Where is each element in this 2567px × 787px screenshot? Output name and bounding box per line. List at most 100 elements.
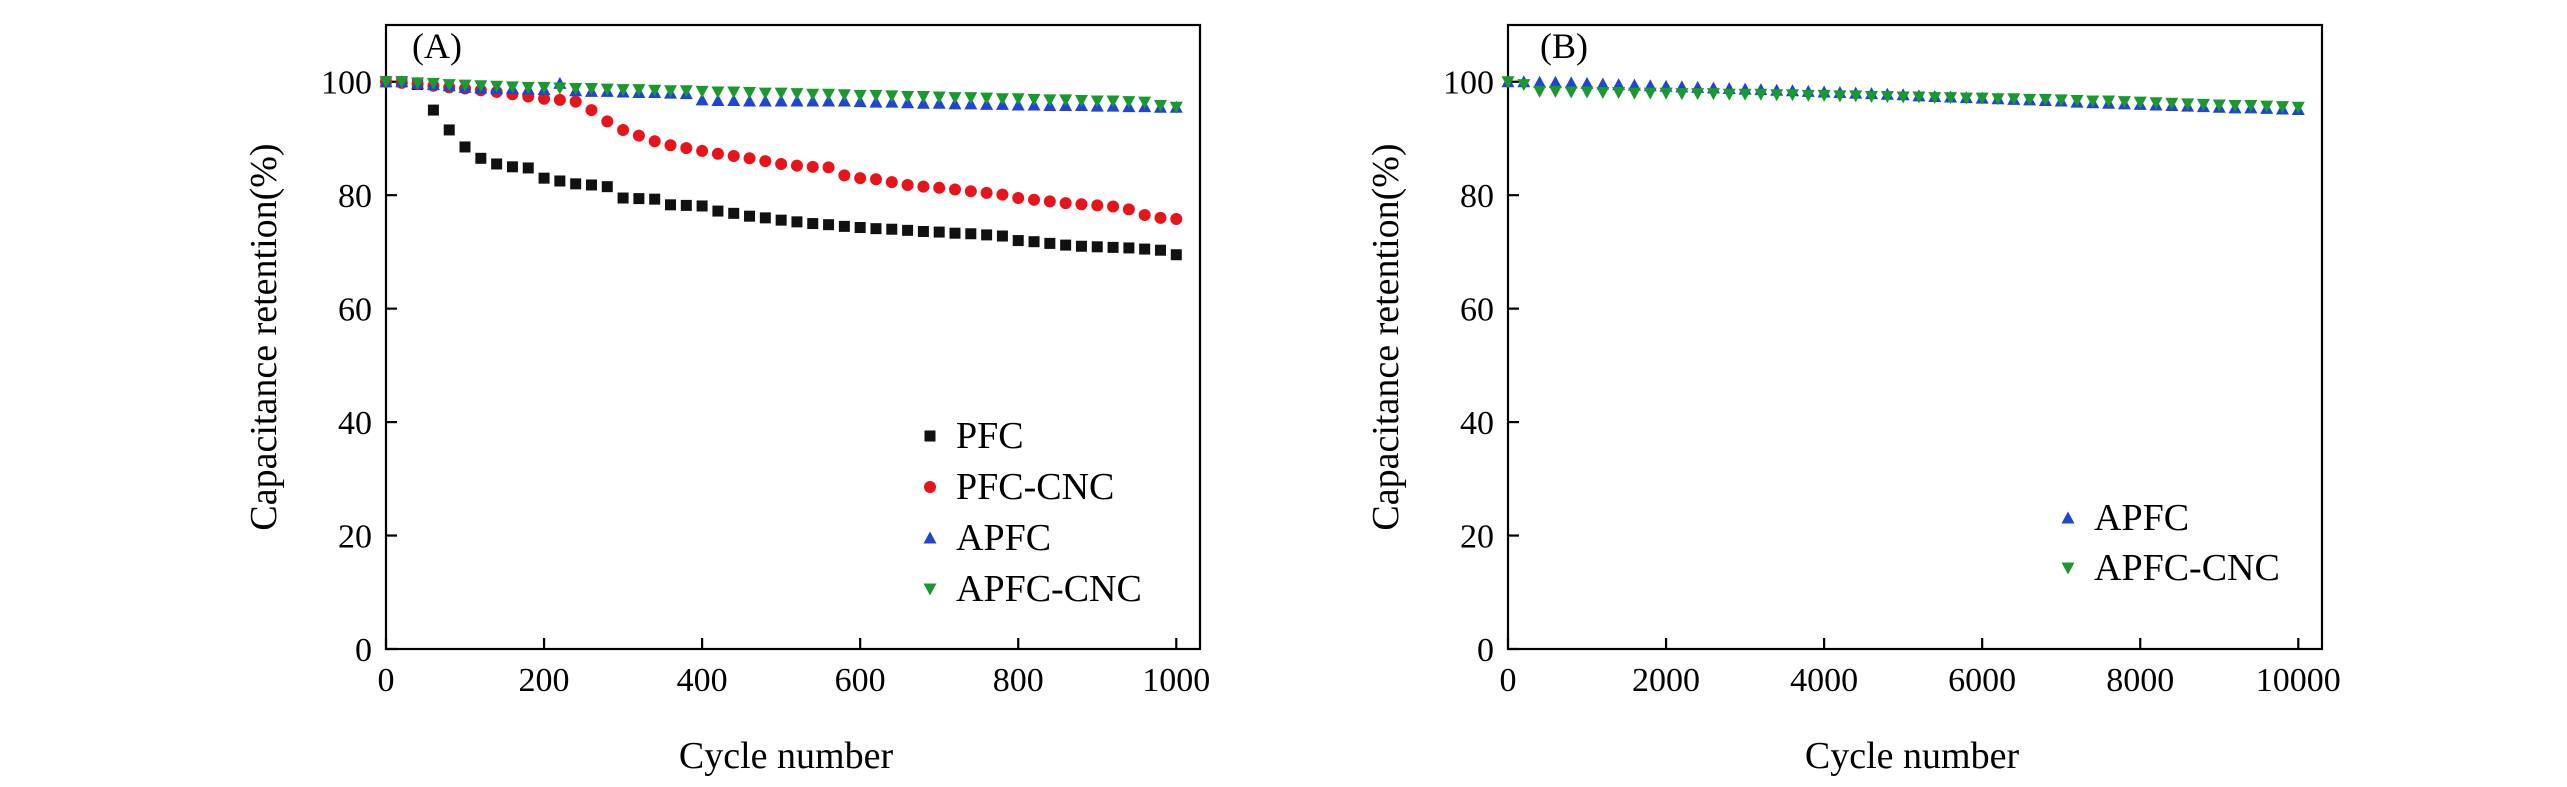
x-tick-label: 4000 bbox=[1790, 662, 1858, 699]
apfc-point bbox=[727, 93, 741, 106]
pfc-point bbox=[1123, 242, 1135, 254]
apfc-cnc-point bbox=[2212, 99, 2226, 112]
apfc-cnc-point bbox=[806, 88, 820, 101]
apfc-cnc-point bbox=[505, 81, 519, 94]
pfc-point bbox=[459, 141, 471, 153]
pfc-point bbox=[1170, 249, 1182, 261]
apfc-cnc-point bbox=[964, 92, 978, 105]
pfc-cnc-point bbox=[538, 92, 551, 105]
pfc-point bbox=[759, 212, 771, 224]
apfc-point bbox=[1533, 75, 1547, 88]
apfc-cnc-point bbox=[2133, 96, 2147, 109]
apfc-cnc-point bbox=[1612, 87, 1626, 100]
apfc-cnc-point bbox=[2181, 98, 2195, 111]
apfc-cnc-point bbox=[1138, 96, 1152, 109]
x-tick-label: 8000 bbox=[2106, 662, 2174, 699]
pfc-cnc-point bbox=[933, 181, 946, 194]
apfc-cnc-point bbox=[1817, 89, 1831, 102]
pfc-cnc-point bbox=[696, 144, 709, 157]
markers-group bbox=[379, 75, 1183, 261]
apfc-cnc-point bbox=[932, 91, 946, 104]
apfc-cnc-point bbox=[727, 86, 741, 99]
apfc-cnc-point bbox=[1580, 86, 1594, 99]
pfc-cnc-point bbox=[917, 180, 930, 193]
apfc-cnc-point bbox=[1596, 87, 1610, 100]
pfc-cnc-point bbox=[617, 123, 630, 136]
apfc-point bbox=[711, 93, 725, 106]
pfc-point bbox=[1091, 241, 1103, 253]
apfc-cnc-point bbox=[458, 79, 472, 92]
pfc-cnc-point bbox=[553, 93, 566, 106]
apfc-cnc-point bbox=[1770, 89, 1784, 102]
pfc-cnc-point bbox=[680, 142, 693, 155]
pfc-legend-label: PFC bbox=[956, 415, 1024, 457]
pfc-cnc-point bbox=[901, 178, 914, 191]
pfc-point bbox=[649, 193, 661, 205]
y-tick-label: 20 bbox=[338, 519, 372, 556]
pfc-cnc-point bbox=[949, 183, 962, 196]
apfc-cnc-point bbox=[1691, 88, 1705, 101]
apfc-cnc-legend-label: APFC-CNC bbox=[2094, 547, 2280, 589]
apfc-cnc-point bbox=[822, 88, 836, 101]
y-tick-label: 80 bbox=[338, 178, 372, 215]
plot-frame bbox=[1506, 23, 2324, 651]
apfc-cnc-legend-label: APFC-CNC bbox=[956, 568, 1142, 610]
x-tick-label: 0 bbox=[378, 662, 395, 699]
pfc-point bbox=[870, 223, 882, 235]
y-tick-label: 100 bbox=[321, 65, 372, 102]
legend: PFC PFC-CNC APFC APFC-CNC bbox=[923, 415, 1142, 610]
panel-a: 0 200 400 600 800 1000 0 20 40 60 80 100 (A) Cycle … bbox=[243, 23, 1210, 777]
apfc-cnc-point bbox=[916, 90, 930, 103]
pfc-point bbox=[680, 199, 692, 211]
pfc-cnc-point bbox=[1138, 209, 1151, 222]
panel-label: (B) bbox=[1540, 26, 1588, 66]
y-tick-label: 40 bbox=[338, 405, 372, 442]
pfc-cnc-point bbox=[569, 95, 582, 108]
pfc-cnc-point bbox=[585, 104, 598, 117]
apfc-cnc-point bbox=[1833, 90, 1847, 103]
pfc-point bbox=[475, 152, 487, 164]
apfc-cnc-point bbox=[1801, 89, 1815, 102]
pfc-cnc-point bbox=[743, 152, 756, 165]
y-axis-title: Capacitance retention(%) bbox=[1365, 143, 1407, 530]
pfc-cnc-point bbox=[790, 159, 803, 172]
apfc-legend-marker bbox=[2061, 511, 2075, 524]
apfc-cnc-point bbox=[1786, 89, 1800, 102]
x-tick-label: 1000 bbox=[1142, 662, 1210, 699]
apfc-cnc-point bbox=[1754, 88, 1768, 101]
apfc-point bbox=[1580, 76, 1594, 89]
panel-b: 0 2000 4000 6000 8000 10000 0 20 40 60 80 100 (B) C… bbox=[1365, 23, 2341, 777]
pfc-cnc-point bbox=[885, 176, 898, 189]
pfc-cnc-point bbox=[727, 150, 740, 163]
pfc-point bbox=[554, 175, 566, 187]
apfc-cnc-point bbox=[790, 88, 804, 101]
x-tick-label: 800 bbox=[993, 662, 1044, 699]
apfc-cnc-point bbox=[2228, 100, 2242, 113]
apfc-cnc-point bbox=[395, 76, 409, 89]
apfc-point bbox=[758, 94, 772, 107]
x-axis-title: Cycle number bbox=[1805, 735, 2020, 777]
apfc-cnc-point bbox=[1959, 92, 1973, 105]
apfc-cnc-point bbox=[2054, 94, 2068, 107]
pfc-cnc-point bbox=[806, 160, 819, 173]
pfc-point bbox=[949, 227, 961, 239]
pfc-cnc-point bbox=[996, 188, 1009, 201]
pfc-cnc-point bbox=[648, 135, 661, 148]
apfc-cnc-point bbox=[2086, 95, 2100, 108]
apfc-cnc-point bbox=[2038, 93, 2052, 106]
pfc-point bbox=[1028, 236, 1040, 248]
pfc-cnc-point bbox=[980, 186, 993, 199]
apfc-cnc-point bbox=[995, 93, 1009, 106]
panel-label: (A) bbox=[412, 26, 462, 66]
apfc-cnc-point bbox=[679, 85, 693, 98]
pfc-point bbox=[617, 192, 629, 204]
y-tick-label: 40 bbox=[1460, 405, 1494, 442]
apfc-cnc-point bbox=[1074, 94, 1088, 107]
apfc-cnc-point bbox=[1928, 92, 1942, 105]
apfc-cnc-point bbox=[837, 89, 851, 102]
pfc-cnc-point bbox=[664, 139, 677, 152]
pfc-point bbox=[1012, 235, 1024, 247]
pfc-cnc-point bbox=[869, 173, 882, 186]
pfc-point bbox=[665, 199, 677, 211]
apfc-cnc-point bbox=[442, 79, 456, 92]
